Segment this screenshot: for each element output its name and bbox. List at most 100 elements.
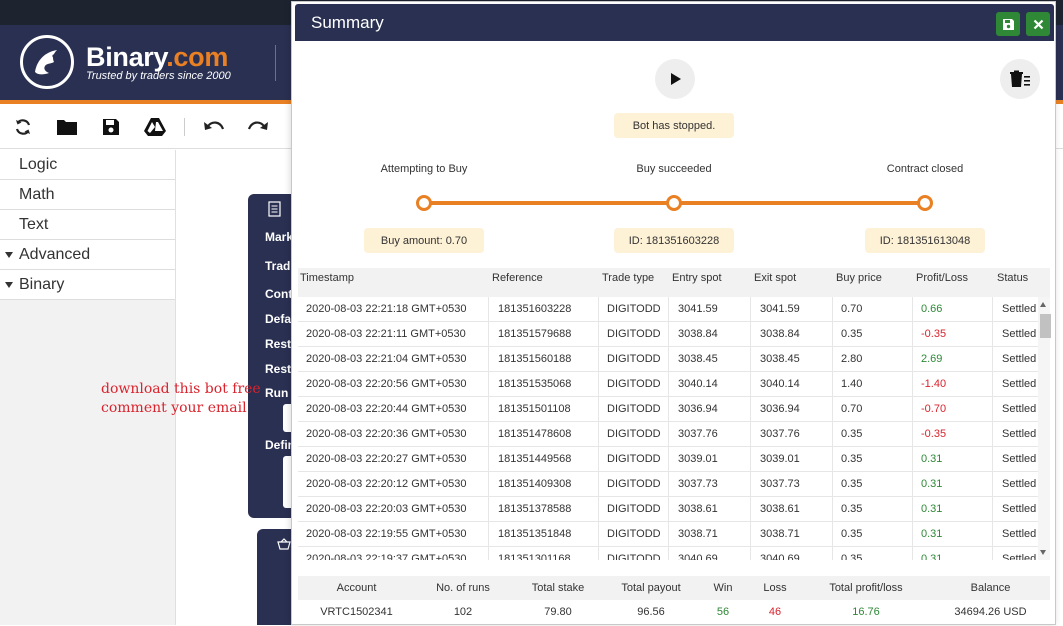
column-divider bbox=[750, 497, 751, 522]
entry-spot-cell: 3037.73 bbox=[678, 478, 718, 490]
column-divider bbox=[750, 347, 751, 372]
column-divider bbox=[832, 547, 833, 560]
block-input-slot[interactable] bbox=[283, 456, 294, 508]
totals-column-header: Total stake bbox=[531, 582, 585, 594]
trade-type-cell: DIGITODD bbox=[607, 453, 661, 465]
table-row[interactable]: 2020-08-03 22:20:44 GMT+0530 181351501108… bbox=[298, 397, 1038, 422]
table-row[interactable]: 2020-08-03 22:21:18 GMT+0530 181351603228… bbox=[298, 297, 1038, 322]
binary-logo-icon[interactable] bbox=[20, 35, 74, 89]
redo-icon[interactable] bbox=[245, 114, 271, 140]
transactions-table-body[interactable]: 2020-08-03 22:21:18 GMT+0530 181351603228… bbox=[298, 297, 1038, 560]
scroll-down-icon[interactable] bbox=[1040, 550, 1046, 555]
exit-spot-cell: 3038.45 bbox=[760, 353, 800, 365]
profit-loss-cell: 0.31 bbox=[921, 478, 943, 490]
column-divider bbox=[750, 422, 751, 447]
category-binary[interactable]: Binary bbox=[0, 270, 175, 300]
save-summary-button[interactable] bbox=[996, 12, 1020, 36]
category-label: Text bbox=[19, 215, 49, 233]
exit-spot-cell: 3036.94 bbox=[760, 403, 800, 415]
timestamp-cell: 2020-08-03 22:20:36 GMT+0530 bbox=[306, 428, 467, 440]
buy-price-cell: 2.80 bbox=[841, 353, 863, 365]
column-divider bbox=[488, 447, 489, 472]
exit-spot-cell: 3038.61 bbox=[760, 503, 800, 515]
header-divider bbox=[275, 45, 276, 81]
trade-type-cell: DIGITODD bbox=[607, 353, 661, 365]
column-divider bbox=[912, 297, 913, 322]
column-divider bbox=[750, 547, 751, 560]
table-row[interactable]: 2020-08-03 22:20:12 GMT+0530 181351409308… bbox=[298, 472, 1038, 497]
column-divider bbox=[488, 322, 489, 347]
totals-column-header: No. of runs bbox=[436, 582, 490, 594]
status-cell: Settled bbox=[1002, 453, 1037, 465]
column-divider bbox=[992, 397, 993, 422]
run-bot-button[interactable] bbox=[655, 59, 695, 99]
reference-cell: 181351560188 bbox=[498, 353, 572, 365]
trade-parameters-block[interactable]: Mark Trad Cont Defa Rest Rest Run Defin bbox=[248, 194, 294, 518]
block-label: Defa bbox=[265, 312, 292, 326]
category-text[interactable]: Text bbox=[0, 210, 175, 240]
column-divider bbox=[668, 297, 669, 322]
dialog-title-bar[interactable]: Summary bbox=[295, 4, 1054, 41]
category-logic[interactable]: Logic bbox=[0, 150, 175, 180]
column-divider bbox=[488, 372, 489, 397]
block-input-slot[interactable] bbox=[283, 404, 294, 432]
reference-cell: 181351409308 bbox=[498, 478, 572, 490]
reference-cell: 181351501108 bbox=[498, 403, 571, 415]
purchase-conditions-block[interactable] bbox=[257, 529, 294, 625]
totals-column-header: Loss bbox=[763, 582, 787, 594]
open-folder-icon[interactable] bbox=[54, 114, 80, 140]
close-dialog-button[interactable] bbox=[1026, 12, 1050, 36]
profit-loss-cell: -1.40 bbox=[921, 378, 947, 390]
table-scrollbar[interactable] bbox=[1038, 297, 1051, 560]
column-divider bbox=[668, 547, 669, 560]
clear-stats-button[interactable] bbox=[1000, 59, 1040, 99]
column-divider bbox=[912, 347, 913, 372]
buy-price-cell: 0.35 bbox=[841, 428, 863, 440]
block-label: Rest bbox=[265, 362, 292, 376]
google-drive-icon[interactable] bbox=[142, 114, 168, 140]
column-divider bbox=[912, 372, 913, 397]
close-icon bbox=[1033, 19, 1043, 29]
category-advanced[interactable]: Advanced bbox=[0, 240, 175, 270]
totals-column-header: Balance bbox=[970, 582, 1011, 594]
buy-price-cell: 0.35 bbox=[841, 503, 863, 515]
column-divider bbox=[488, 422, 489, 447]
save-icon[interactable] bbox=[98, 114, 124, 140]
trade-type-cell: DIGITODD bbox=[607, 428, 661, 440]
table-row[interactable]: 2020-08-03 22:21:04 GMT+0530 181351560188… bbox=[298, 347, 1038, 372]
table-row[interactable]: 2020-08-03 22:19:55 GMT+0530 181351351848… bbox=[298, 522, 1038, 547]
buy-price-cell: 0.35 bbox=[841, 478, 863, 490]
column-divider bbox=[992, 547, 993, 560]
category-math[interactable]: Math bbox=[0, 180, 175, 210]
column-divider bbox=[912, 447, 913, 472]
column-header: Trade type bbox=[602, 272, 655, 284]
column-divider bbox=[912, 497, 913, 522]
column-divider bbox=[992, 522, 993, 547]
save-icon bbox=[1002, 18, 1014, 30]
scroll-thumb[interactable] bbox=[1040, 314, 1051, 338]
step-info-bubble: Buy amount: 0.70 bbox=[364, 228, 484, 253]
dialog-title: Summary bbox=[311, 13, 384, 32]
reset-icon[interactable] bbox=[10, 114, 36, 140]
column-divider bbox=[832, 472, 833, 497]
column-header: Entry spot bbox=[672, 272, 722, 284]
table-row[interactable]: 2020-08-03 22:19:37 GMT+0530 181351301168… bbox=[298, 547, 1038, 560]
profit-loss-cell: 2.69 bbox=[921, 353, 943, 365]
timestamp-cell: 2020-08-03 22:20:56 GMT+0530 bbox=[306, 378, 467, 390]
exit-spot-cell: 3037.73 bbox=[760, 478, 800, 490]
table-row[interactable]: 2020-08-03 22:21:11 GMT+0530 181351579688… bbox=[298, 322, 1038, 347]
total-payout: 96.56 bbox=[637, 606, 665, 618]
profit-loss-cell: 0.31 bbox=[921, 528, 943, 540]
entry-spot-cell: 3036.94 bbox=[678, 403, 718, 415]
trade-type-cell: DIGITODD bbox=[607, 403, 661, 415]
table-row[interactable]: 2020-08-03 22:20:27 GMT+0530 181351449568… bbox=[298, 447, 1038, 472]
table-row[interactable]: 2020-08-03 22:20:56 GMT+0530 181351535068… bbox=[298, 372, 1038, 397]
table-row[interactable]: 2020-08-03 22:20:36 GMT+0530 181351478608… bbox=[298, 422, 1038, 447]
table-row[interactable]: 2020-08-03 22:20:03 GMT+0530 181351378588… bbox=[298, 497, 1038, 522]
exit-spot-cell: 3040.69 bbox=[760, 553, 800, 560]
undo-icon[interactable] bbox=[201, 114, 227, 140]
profit-loss-cell: 0.31 bbox=[921, 503, 943, 515]
profit-loss-cell: 0.66 bbox=[921, 303, 943, 315]
scroll-up-icon[interactable] bbox=[1040, 302, 1046, 307]
account-id: VRTC1502341 bbox=[320, 606, 393, 618]
